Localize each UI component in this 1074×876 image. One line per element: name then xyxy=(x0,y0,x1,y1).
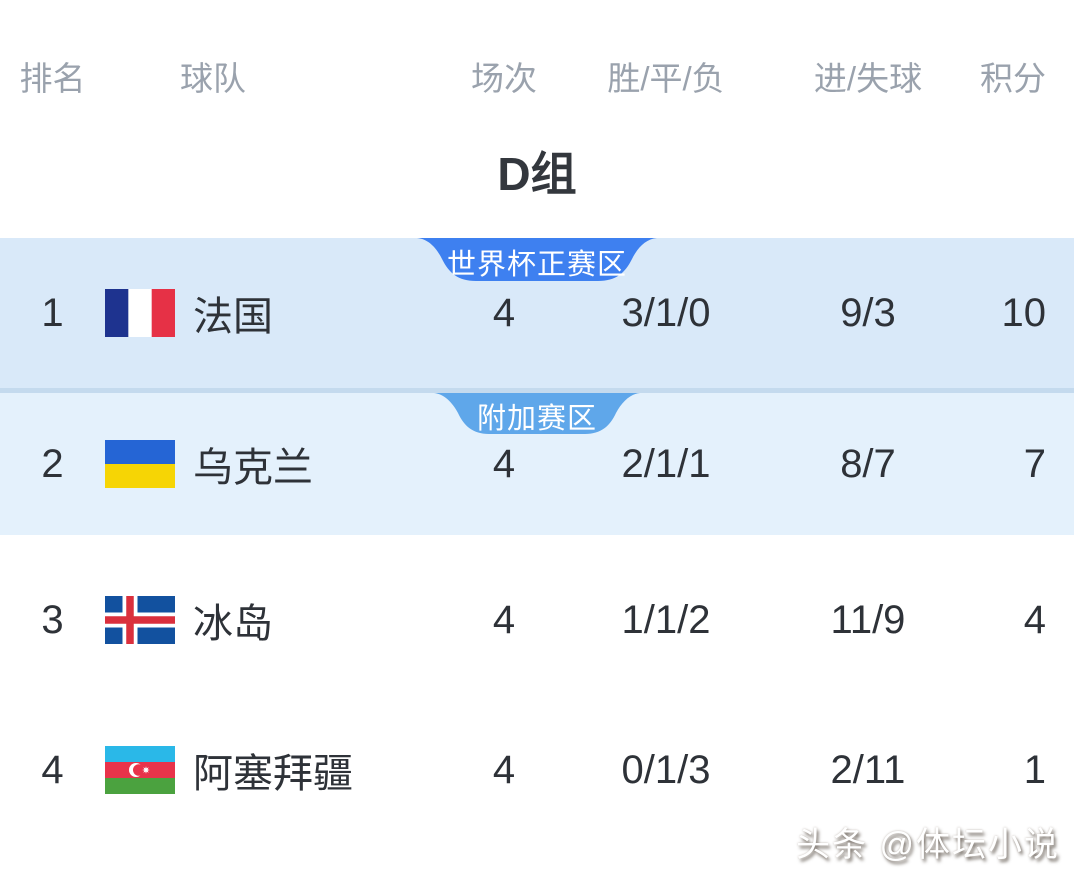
watermark: 头条 @体坛小说 xyxy=(796,826,1060,864)
column-header-wdl: 胜/平/负 xyxy=(607,60,725,97)
goals-cell: 2/11 xyxy=(830,747,906,792)
table-row[interactable]: 4 阿塞拜疆 4 0/1/3 2/11 1 xyxy=(0,695,1074,845)
wdl-cell: 0/1/3 xyxy=(621,747,711,792)
team-name: 法国 xyxy=(193,295,273,339)
points-cell: 7 xyxy=(1023,441,1046,486)
standings-rows: 世界杯正赛区 1 法国 4 3/1/0 9/3 10 附加赛 xyxy=(0,238,1074,845)
wdl-cell: 1/1/2 xyxy=(621,597,711,642)
column-header-played: 场次 xyxy=(471,60,537,97)
goals-cell: 8/7 xyxy=(840,441,896,486)
table-row[interactable]: 世界杯正赛区 1 法国 4 3/1/0 9/3 10 xyxy=(0,238,1074,393)
team-cell: 乌克兰 xyxy=(105,435,444,493)
team-cell: 冰岛 xyxy=(105,591,444,649)
points-cell: 4 xyxy=(1023,597,1046,642)
qualification-badge: 世界杯正赛区 xyxy=(417,238,657,281)
ribbon-shape xyxy=(417,238,657,281)
rank-cell: 4 xyxy=(41,747,64,792)
ribbon-shape xyxy=(434,393,640,434)
ukraine-flag-icon xyxy=(105,440,175,488)
column-header-team: 球队 xyxy=(180,60,246,97)
team-name: 冰岛 xyxy=(193,602,273,646)
played-cell: 4 xyxy=(492,441,516,486)
group-title: D组 xyxy=(497,148,577,200)
team-cell: 阿塞拜疆 xyxy=(105,741,444,799)
played-cell: 4 xyxy=(492,290,516,335)
playoff-badge: 附加赛区 xyxy=(434,393,640,435)
team-cell: 法国 xyxy=(105,284,444,342)
iceland-flag-icon xyxy=(105,596,175,644)
table-row[interactable]: 附加赛区 2 乌克兰 4 2/1/1 8/7 7 xyxy=(0,393,1074,535)
points-cell: 10 xyxy=(1001,290,1047,335)
team-name: 阿塞拜疆 xyxy=(193,752,353,796)
rank-cell: 3 xyxy=(41,597,64,642)
table-header: 排名 球队 场次 胜/平/负 进/失球 积分 xyxy=(0,52,1074,97)
column-header-goals: 进/失球 xyxy=(813,60,923,97)
wdl-cell: 3/1/0 xyxy=(621,290,711,335)
rank-cell: 1 xyxy=(41,290,64,335)
points-cell: 1 xyxy=(1023,747,1046,792)
column-header-points: 积分 xyxy=(980,60,1046,97)
goals-cell: 11/9 xyxy=(830,597,906,642)
qualification-badge-label: 世界杯正赛区 xyxy=(446,248,627,281)
played-cell: 4 xyxy=(492,597,516,642)
playoff-badge-label: 附加赛区 xyxy=(476,402,597,435)
wdl-cell: 2/1/1 xyxy=(621,441,711,486)
rank-cell: 2 xyxy=(41,441,64,486)
team-name: 乌克兰 xyxy=(193,446,313,490)
france-flag-icon xyxy=(105,289,175,337)
played-cell: 4 xyxy=(492,747,516,792)
azerbaijan-flag-icon xyxy=(105,746,175,794)
goals-cell: 9/3 xyxy=(840,290,896,335)
table-row[interactable]: 3 冰岛 4 1/1/2 11/9 4 xyxy=(0,545,1074,695)
column-header-rank: 排名 xyxy=(19,60,86,97)
